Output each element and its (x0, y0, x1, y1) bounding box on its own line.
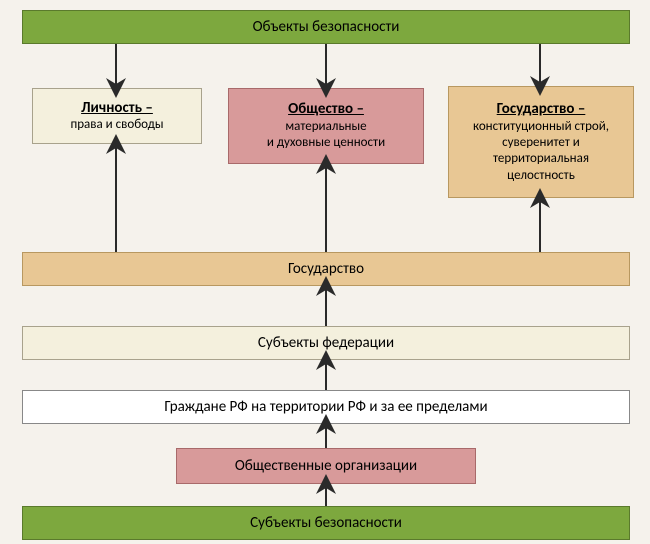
box-subjects: Субъекты безопасности (22, 506, 630, 540)
box-federation: Субъекты федерации (22, 326, 630, 360)
box-citizens: Граждане РФ на территории РФ и за ее пре… (22, 390, 630, 424)
box-state-obj: Государство – конституционный строй, сув… (448, 86, 634, 198)
box-society: Общество – материальные и духовные ценно… (228, 88, 424, 164)
label-citizens: Граждане РФ на территории РФ и за ее пре… (164, 398, 487, 417)
sub-state-obj-2: суверенитет и (502, 135, 580, 151)
sub-state-obj-1: конституционный строй, (473, 119, 609, 135)
box-objects: Объекты безопасности (22, 10, 630, 44)
sub-society-1: материальные (285, 119, 366, 135)
label-pub-orgs: Общественные организации (235, 457, 417, 476)
title-identity: Личность – (81, 99, 153, 118)
sub-state-obj-3: территориальная (493, 151, 589, 167)
sub-society-2: и духовные ценности (267, 135, 385, 151)
box-pub-orgs: Общественные организации (176, 448, 476, 484)
title-state-obj: Государство – (497, 100, 586, 119)
sub-identity-1: права и свободы (70, 117, 163, 133)
box-identity: Личность – права и свободы (32, 88, 202, 144)
label-federation: Субъекты федерации (258, 334, 394, 353)
title-society: Общество – (288, 100, 364, 119)
sub-state-obj-4: целостность (507, 168, 575, 184)
label-objects: Объекты безопасности (253, 18, 400, 37)
box-state: Государство (22, 252, 630, 286)
label-subjects: Субъекты безопасности (250, 514, 402, 533)
label-state: Государство (288, 260, 364, 279)
